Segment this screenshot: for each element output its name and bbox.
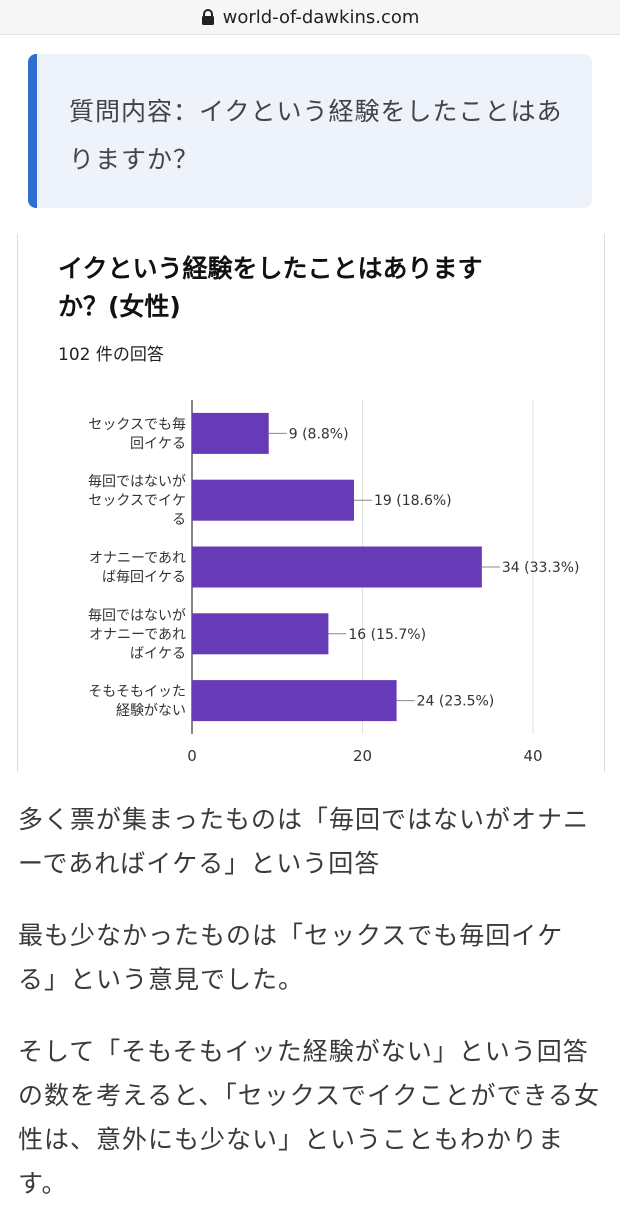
bar [192, 412, 269, 454]
paragraph-1: 多く票が集まったものは「毎回ではないがオナニーであればイケる」という回答 [18, 805, 590, 878]
survey-card: イクという経験をしたことはありますか？(女性) 102 件の回答 0 20 40 9 … [17, 234, 605, 772]
category-label: 毎回ではないが [88, 474, 186, 490]
data-label: 9 (8.8%) [289, 426, 349, 442]
category-label: そもそもイッた [88, 684, 186, 700]
category-label: る [172, 512, 186, 528]
lock-icon [201, 9, 214, 25]
bar [192, 680, 397, 722]
category-label: オナニーであれ [89, 627, 186, 643]
x-tick-label: 20 [353, 747, 372, 765]
category-label: 回イケる [130, 436, 186, 452]
category-label: セックスでイケ [88, 493, 186, 509]
data-label: 16 (15.7%) [348, 627, 426, 643]
survey-title: イクという経験をしたことはありますか？(女性) [58, 254, 483, 321]
category-label: ば毎回イケる [102, 570, 186, 586]
bar-chart: 0 20 40 9 (8.8%) セックスでも毎回イケる 19 (18.6%) 毎回ではない… [88, 400, 580, 765]
x-tick-label: 40 [523, 747, 542, 765]
bar [192, 546, 482, 588]
x-tick-label: 0 [187, 747, 197, 765]
question-text: 質問内容：イクという経験をしたことはありますか？ [69, 97, 563, 174]
data-label: 34 (33.3%) [502, 560, 580, 576]
category-label: 経験がない [116, 703, 186, 719]
category-label: 毎回ではないが [88, 608, 186, 624]
question-box: 質問内容：イクという経験をしたことはありますか？ [28, 54, 592, 208]
bar [192, 613, 329, 655]
paragraph-2: 最も少なかったものは「セックスでも毎回イケる」という意見でした。 [18, 921, 564, 994]
data-label: 24 (23.5%) [417, 694, 495, 710]
paragraph-3: そして「そもそもイッた経験がない」という回答の数を考えると、「セックスでイクこと… [18, 1037, 601, 1198]
url-text: world-of-dawkins.com [222, 6, 420, 28]
category-label: ばイケる [130, 646, 186, 662]
response-count: 102 件の回答 [58, 345, 164, 365]
category-label: セックスでも毎 [88, 417, 186, 433]
bar [192, 479, 354, 521]
category-label: オナニーであれ [89, 551, 186, 567]
data-label: 19 (18.6%) [374, 493, 452, 509]
address-bar[interactable]: world-of-dawkins.com [0, 0, 620, 35]
